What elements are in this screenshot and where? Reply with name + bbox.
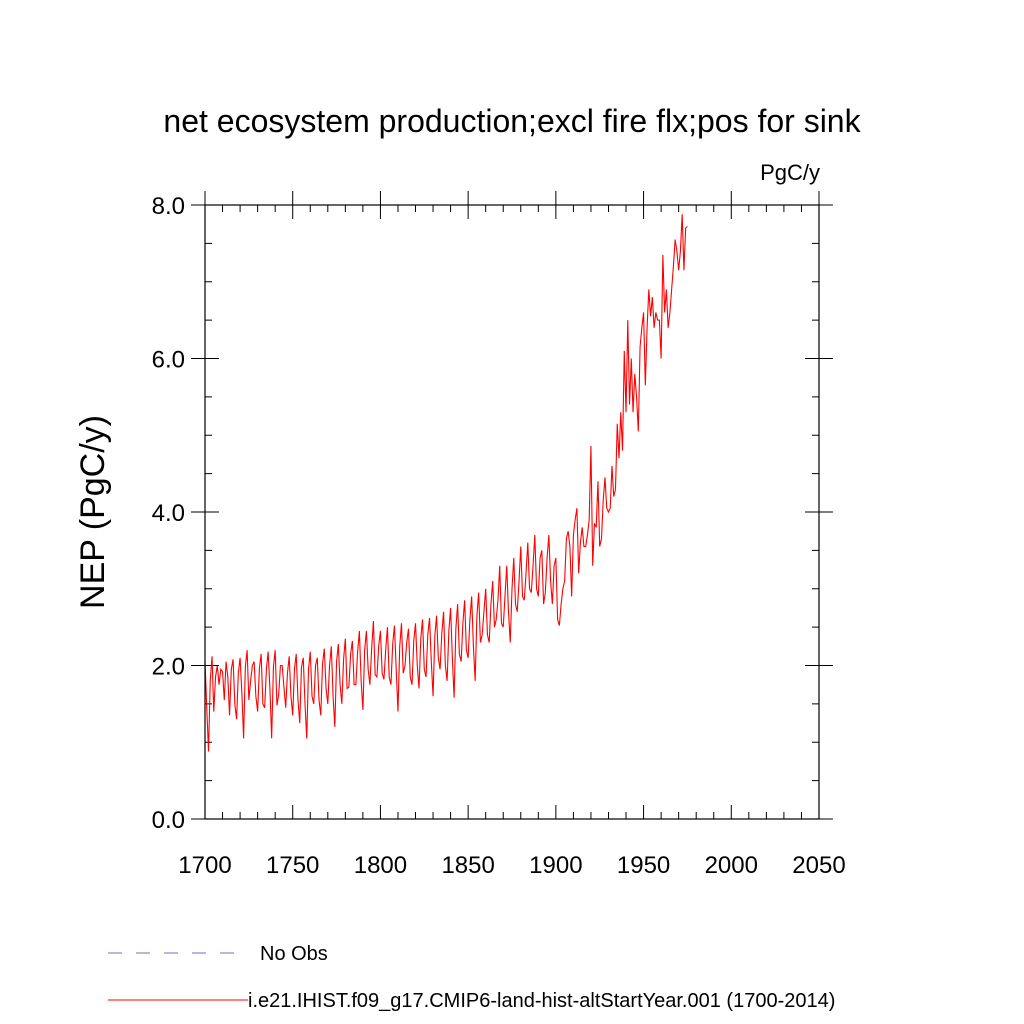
y-tick-label: 6.0	[152, 347, 185, 374]
chart-title: net ecosystem production;excl fire flx;p…	[163, 103, 861, 139]
x-tick-label: 1850	[441, 852, 494, 879]
x-tick-label: 1900	[529, 852, 582, 879]
series-line-1	[204, 214, 688, 752]
x-tick-label: 1950	[617, 852, 670, 879]
y-tick-label: 8.0	[152, 193, 185, 220]
y-axis-label: NEP (PgC/y)	[74, 415, 112, 609]
units-label: PgC/y	[760, 160, 820, 185]
y-tick-label: 4.0	[152, 500, 185, 527]
x-tick-label: 2000	[705, 852, 758, 879]
series-layer	[204, 214, 688, 752]
y-tick-label: 0.0	[152, 807, 185, 834]
x-tick-label: 1700	[178, 852, 231, 879]
legend: No Obs i.e21.IHIST.f09_g17.CMIP6-land-hi…	[108, 943, 835, 1012]
legend-no-obs-label: No Obs	[260, 943, 328, 965]
x-tick-label: 1800	[354, 852, 407, 879]
y-tick-label: 2.0	[152, 654, 185, 681]
plot-frame	[204, 204, 820, 820]
x-tick-label: 2050	[792, 852, 845, 879]
legend-model-label: i.e21.IHIST.f09_g17.CMIP6-land-hist-altS…	[248, 990, 835, 1012]
x-tick-label: 1750	[266, 852, 319, 879]
axis-tick-labels: 1700 1750 1800 1850 1900 1950 2000 2050 0.0 2.0 4.…	[152, 193, 846, 879]
axis-ticks	[191, 191, 833, 820]
